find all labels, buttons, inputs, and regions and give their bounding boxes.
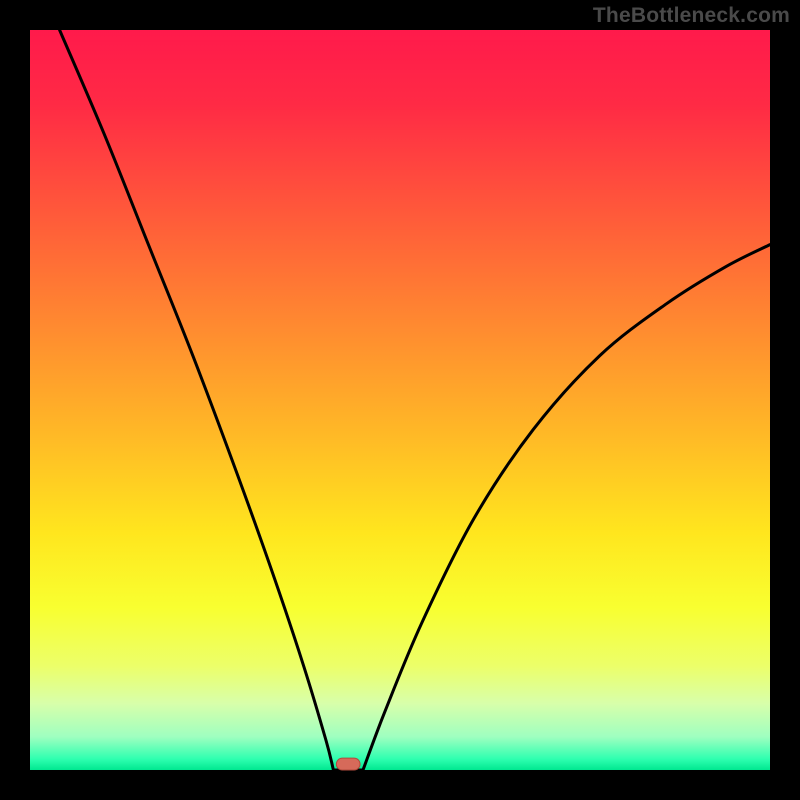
optimal-point-marker	[336, 758, 360, 770]
watermark-text: TheBottleneck.com	[593, 4, 790, 28]
bottleneck-chart	[0, 0, 800, 800]
chart-stage: TheBottleneck.com	[0, 0, 800, 800]
plot-gradient	[30, 30, 770, 770]
